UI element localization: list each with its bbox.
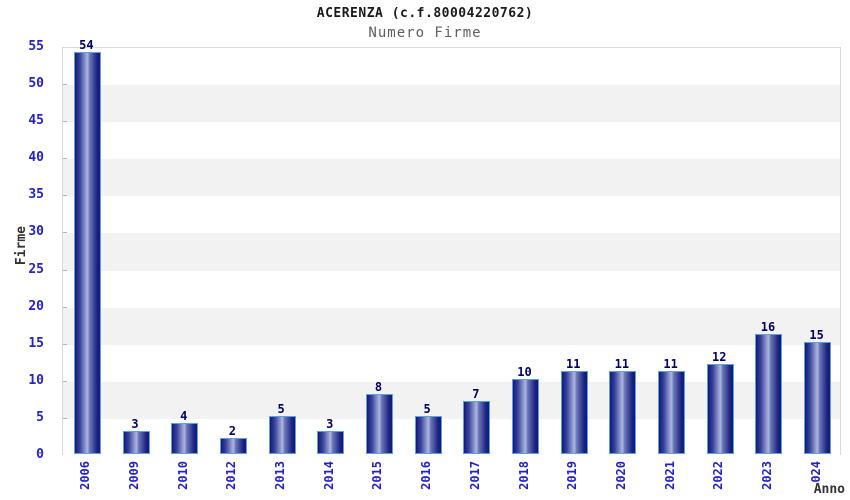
y-tick-mark [63,306,67,308]
x-tick-label: 2017 [467,461,482,490]
bar-value-label: 11 [565,357,581,372]
y-tick-mark [63,269,67,271]
bar [365,393,393,454]
bar-value-label: 11 [663,357,678,372]
y-tick-label: 25 [28,261,44,277]
y-tick-label: 45 [28,113,44,129]
x-tick-label: 2012 [224,461,239,490]
y-tick-label: 0 [36,447,44,462]
chart-title: ACERENZA (c.f.80004220762) [316,6,534,21]
x-tick-label: 2014 [321,461,336,490]
y-tick-label: 50 [28,76,44,92]
grid-band [63,85,840,123]
bar [219,438,247,454]
bar [658,371,686,454]
bar-value-label: 10 [517,364,532,379]
x-tick-label: 2020 [613,461,628,490]
x-tick-label: 2010 [175,461,190,490]
x-axis-title: Anno [810,482,845,497]
chart-subtitle: Numero Firme [368,25,482,41]
bar-value-label: 4 [180,409,188,424]
bar [268,415,296,454]
bar-value-label: 12 [712,349,727,364]
x-tick-label: 2023 [759,461,774,490]
grid-band [63,122,840,160]
bar [609,371,637,454]
y-tick-label: 55 [28,39,44,54]
y-tick-label: 35 [28,187,44,203]
bar [463,401,491,454]
bar-value-label: 54 [79,38,94,53]
y-tick-mark [63,121,67,123]
y-tick-mark [63,343,67,345]
y-tick-mark [63,84,67,86]
x-tick-label: 2018 [516,461,531,490]
grid-band [63,307,840,345]
y-tick-mark [63,380,67,382]
bar [560,371,588,454]
y-tick-label: 40 [28,150,44,166]
x-tick-label: 2016 [419,461,434,490]
x-tick-label: 2013 [273,461,288,490]
bar [317,430,345,454]
bar-value-label: 7 [472,387,480,402]
bar [122,430,150,454]
y-tick-label: 20 [28,298,44,314]
y-tick-label: 15 [28,335,44,351]
plot-area [62,47,841,456]
grid-band [63,48,840,86]
x-tick-label: 2021 [662,461,677,490]
bar [512,378,540,454]
bar [171,423,199,454]
bar-value-label: 3 [326,416,334,431]
bar [804,341,832,454]
x-tick-label: 2015 [370,461,385,490]
y-tick-mark [63,195,67,197]
grid-band [63,196,840,234]
grid-band [63,159,840,197]
bar-value-label: 5 [423,401,431,416]
y-tick-label: 10 [28,372,44,388]
bar-value-label: 8 [374,379,383,394]
bar-value-label: 11 [614,357,630,372]
bar [706,363,734,454]
y-tick-label: 5 [36,409,44,425]
x-tick-label: 2006 [78,461,93,490]
bar [755,334,783,454]
x-tick-label: 2022 [711,461,726,490]
bar-value-label: 3 [131,416,139,431]
x-tick-label: 2009 [127,461,142,490]
y-tick-mark [63,417,67,419]
x-tick-label: 2019 [565,461,580,490]
grid-band [63,270,840,308]
bar-value-label: 15 [809,327,824,342]
y-tick-mark [63,158,67,160]
y-tick-label: 30 [28,224,44,240]
grid-band [63,233,840,271]
y-tick-mark [63,232,67,234]
bar-value-label: 2 [228,424,237,439]
bar [414,415,442,454]
bar-value-label: 5 [277,401,285,416]
bar-value-label: 16 [760,320,776,335]
bar [73,52,101,454]
